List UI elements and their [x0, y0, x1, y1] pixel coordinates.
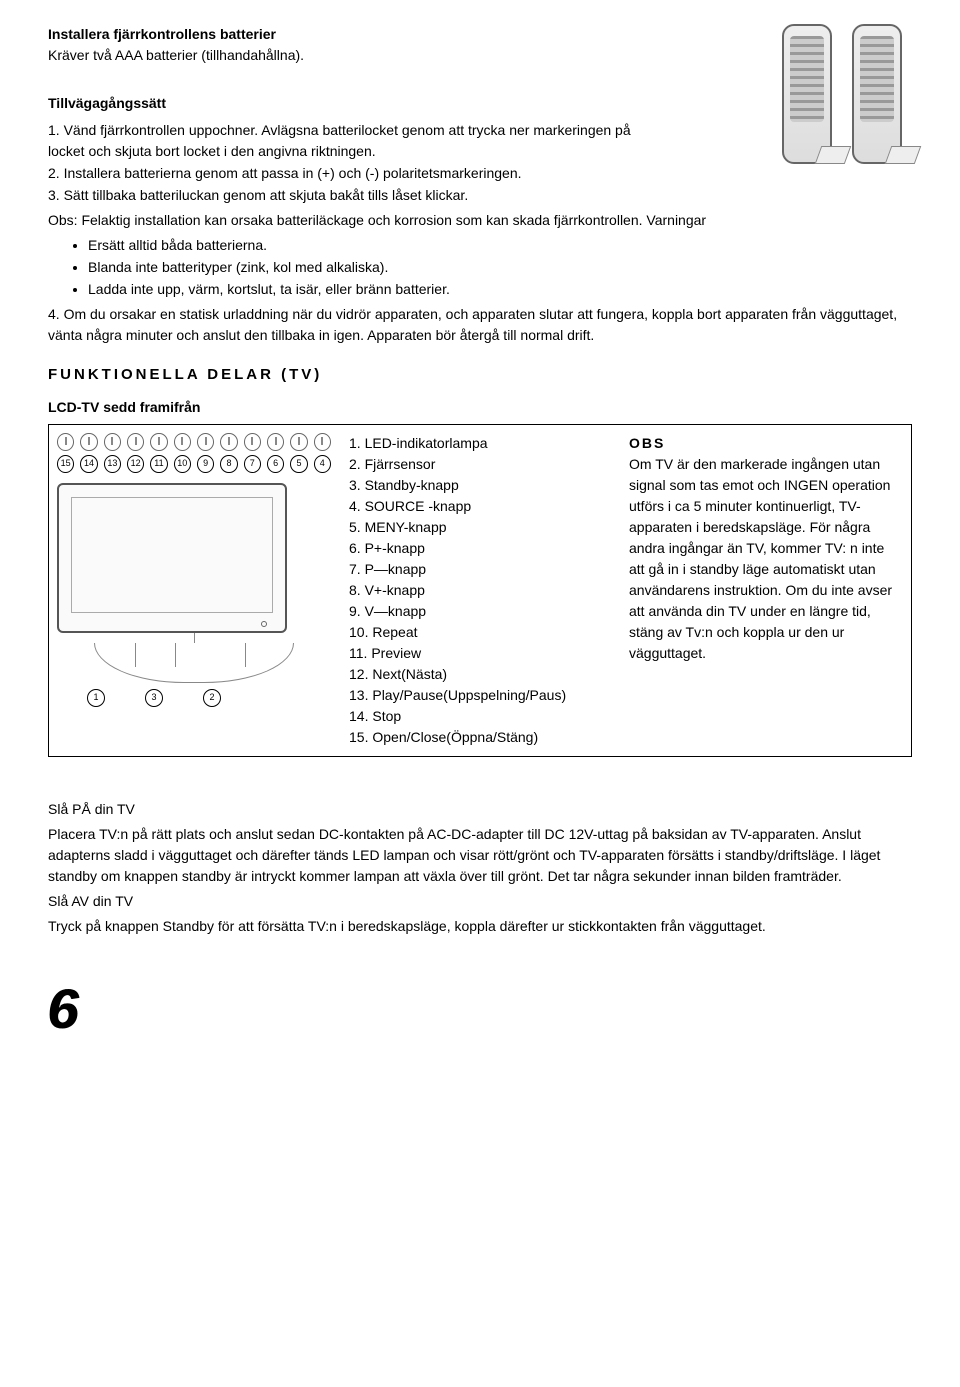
num-circle: 15 [57, 455, 74, 473]
step-4: 4. Om du orsakar en statisk urladdning n… [48, 304, 912, 346]
legend-column: 1. LED-indikatorlampa 2. Fjärrsensor 3. … [339, 425, 619, 756]
btn-icon [220, 433, 237, 451]
legend-item: 8. V+-knapp [349, 580, 609, 601]
btn-icon [104, 433, 121, 451]
tv-screen-icon [57, 483, 287, 633]
num-circle: 7 [244, 455, 261, 473]
legend-item: 12. Next(Nästa) [349, 664, 609, 685]
btn-icon [267, 433, 284, 451]
lcd-front-label: LCD-TV sedd framifrån [48, 397, 912, 418]
warning-item: Blanda inte batterityper (zink, kol med … [88, 257, 912, 278]
num-circle: 3 [145, 689, 163, 707]
legend-item: 14. Stop [349, 706, 609, 727]
power-on-heading: Slå PÅ din TV [48, 799, 912, 820]
legend-item: 5. MENY-knapp [349, 517, 609, 538]
button-symbol-row [57, 433, 331, 451]
num-circle: 5 [290, 455, 307, 473]
remote-icon [852, 24, 902, 164]
legend-item: 7. P—knapp [349, 559, 609, 580]
num-circle: 4 [314, 455, 331, 473]
tv-diagram-column: 15 14 13 12 11 10 9 8 7 6 5 4 1 3 2 [49, 425, 339, 756]
warnings-list: Ersätt alltid båda batterierna. Blanda i… [88, 235, 912, 300]
step-1: 1. Vänd fjärrkontrollen uppochner. Avläg… [48, 120, 648, 162]
install-batteries-section: Installera fjärrkontrollens batterier Kr… [48, 24, 912, 206]
legend-item: 13. Play/Pause(Uppspelning/Paus) [349, 685, 609, 706]
legend-item: 10. Repeat [349, 622, 609, 643]
tv-sensor-icon [261, 621, 267, 627]
num-circle: 13 [104, 455, 121, 473]
warning-item: Ersätt alltid båda batterierna. [88, 235, 912, 256]
button-number-row: 15 14 13 12 11 10 9 8 7 6 5 4 [57, 455, 331, 473]
tv-illustration: 1 3 2 [57, 483, 331, 707]
num-circle: 9 [197, 455, 214, 473]
btn-icon [197, 433, 214, 451]
obs-body: Om TV är den markerade ingången utan sig… [629, 454, 901, 664]
functional-parts-title: FUNKTIONELLA DELAR (TV) [48, 364, 912, 387]
page-number: 6 [48, 967, 912, 1051]
num-circle: 8 [220, 455, 237, 473]
install-text: Installera fjärrkontrollens batterier Kr… [48, 24, 648, 206]
num-circle: 10 [174, 455, 191, 473]
legend-item: 3. Standby-knapp [349, 475, 609, 496]
install-subhead: Kräver två AAA batterier (tillhandahålln… [48, 45, 648, 66]
num-circle: 2 [203, 689, 221, 707]
remote-illustration [782, 24, 902, 164]
legend-item: 4. SOURCE -knapp [349, 496, 609, 517]
btn-icon [57, 433, 74, 451]
legend-item: 1. LED-indikatorlampa [349, 433, 609, 454]
legend-item: 15. Open/Close(Öppna/Stäng) [349, 727, 609, 748]
btn-icon [150, 433, 167, 451]
legend-item: 11. Preview [349, 643, 609, 664]
procedure-label: Tillvägagångssätt [48, 93, 648, 114]
warning-item: Ladda inte upp, värm, kortslut, ta isär,… [88, 279, 912, 300]
install-obs: Obs: Felaktig installation kan orsaka ba… [48, 210, 912, 231]
stand-number-row: 1 3 2 [87, 689, 331, 707]
btn-icon [290, 433, 307, 451]
step-3: 3. Sätt tillbaka batteriluckan genom att… [48, 185, 648, 206]
power-on-body: Placera TV:n på rätt plats och anslut se… [48, 824, 912, 887]
step-2: 2. Installera batterierna genom att pass… [48, 163, 648, 184]
legend-item: 9. V—knapp [349, 601, 609, 622]
num-circle: 6 [267, 455, 284, 473]
legend-item: 6. P+-knapp [349, 538, 609, 559]
power-off-body: Tryck på knappen Standby för att försätt… [48, 916, 912, 937]
remote-icon [782, 24, 832, 164]
num-circle: 14 [80, 455, 97, 473]
btn-icon [244, 433, 261, 451]
obs-title: OBS [629, 433, 901, 454]
install-steps: 1. Vänd fjärrkontrollen uppochner. Avläg… [48, 120, 648, 206]
num-circle: 1 [87, 689, 105, 707]
tv-stand-icon [94, 643, 294, 683]
btn-icon [80, 433, 97, 451]
num-circle: 12 [127, 455, 144, 473]
btn-icon [314, 433, 331, 451]
install-heading: Installera fjärrkontrollens batterier [48, 24, 648, 45]
obs-column: OBS Om TV är den markerade ingången utan… [619, 425, 911, 756]
power-off-heading: Slå AV din TV [48, 891, 912, 912]
btn-icon [127, 433, 144, 451]
legend-item: 2. Fjärrsensor [349, 454, 609, 475]
num-circle: 11 [150, 455, 167, 473]
functional-table: 15 14 13 12 11 10 9 8 7 6 5 4 1 3 2 [48, 424, 912, 757]
btn-icon [174, 433, 191, 451]
